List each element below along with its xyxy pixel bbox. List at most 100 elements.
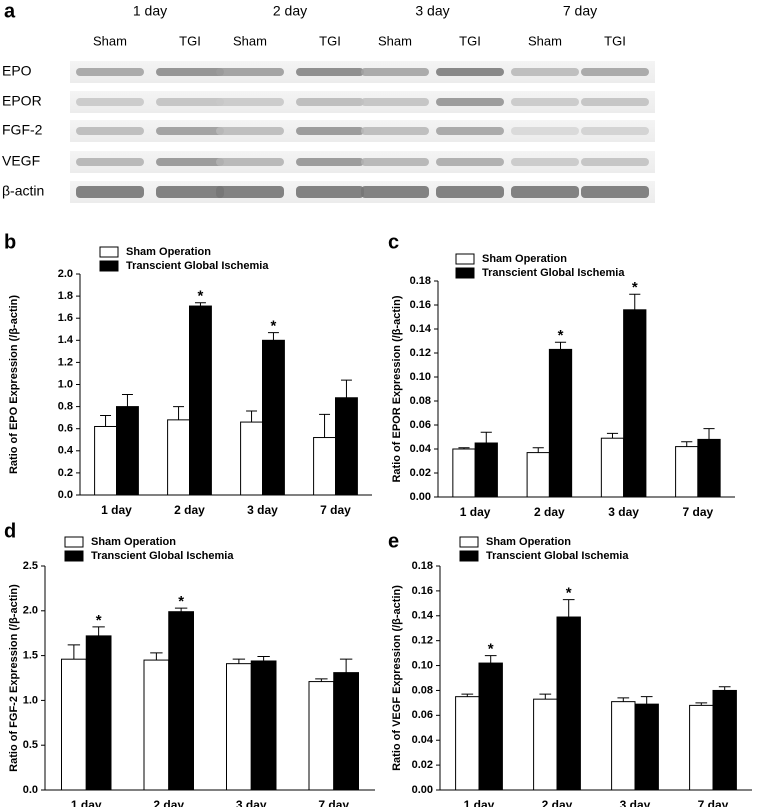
significance-label: * (632, 279, 638, 296)
band (216, 68, 284, 76)
band (361, 127, 429, 135)
error-bar (340, 379, 352, 398)
x-tick-label: 3 day (236, 798, 267, 807)
y-tick-label: 0.16 (412, 585, 433, 597)
significance-label: * (488, 641, 494, 658)
y-tick-label: 0.10 (412, 659, 433, 671)
legend-label: Transcient Global Ischemia (126, 260, 269, 272)
x-tick-label: 2 day (174, 503, 205, 517)
bar (634, 703, 659, 791)
band (511, 127, 579, 135)
bar (712, 689, 737, 791)
error-bar (339, 658, 353, 673)
band (436, 98, 504, 106)
bar (335, 397, 358, 496)
x-tick-label: 3 day (620, 798, 651, 807)
day-label: 1 day (133, 3, 167, 19)
legend-label: Transcient Global Ischemia (482, 267, 625, 279)
band (511, 68, 579, 76)
error-bar (640, 696, 653, 705)
row-label: EPO (2, 63, 32, 79)
x-tick-label: 1 day (71, 798, 102, 807)
y-tick-label: 2.0 (23, 605, 38, 617)
legend-label: Sham Operation (91, 536, 176, 548)
x-tick-label: 7 day (320, 503, 351, 517)
band (76, 98, 144, 106)
band (296, 158, 364, 166)
legend-swatch (455, 253, 475, 265)
row-label: VEGF (2, 153, 40, 169)
row-label: β-actin (2, 183, 44, 199)
x-tick-label: 1 day (101, 503, 132, 517)
y-tick-label: 1.0 (23, 694, 38, 706)
y-tick-label: 0.00 (412, 784, 433, 796)
bar (94, 425, 117, 496)
error-bar (92, 626, 105, 636)
y-tick-label: 0.16 (410, 299, 431, 311)
y-tick-label: 0.5 (23, 739, 38, 751)
y-tick-label: 0.14 (410, 323, 432, 335)
band (436, 158, 504, 166)
bar (262, 339, 285, 496)
y-tick-label: 2.0 (58, 268, 73, 280)
x-tick-label: 2 day (542, 798, 573, 807)
x-tick-label: 3 day (608, 505, 639, 519)
bar (600, 437, 625, 498)
band (436, 68, 504, 76)
legend-swatch (99, 260, 119, 272)
error-bar (484, 655, 497, 664)
legend-swatch (99, 246, 119, 258)
y-tick-label: 0.12 (410, 347, 431, 359)
band (156, 68, 224, 76)
x-tick-label: 2 day (534, 505, 565, 519)
bar (452, 448, 476, 498)
band (216, 186, 284, 198)
band (156, 127, 224, 135)
y-tick-label: 1.2 (58, 356, 73, 368)
band (511, 158, 579, 166)
band (361, 158, 429, 166)
panel-label: d (4, 520, 16, 542)
bar (697, 438, 721, 498)
band (156, 98, 224, 106)
lane-label: TGI (459, 33, 481, 48)
error-bar (174, 607, 188, 612)
error-bar (121, 393, 133, 407)
x-tick-label: 7 day (698, 798, 729, 807)
band (511, 98, 579, 106)
row-label: FGF-2 (2, 122, 43, 138)
y-tick-label: 0.8 (58, 401, 73, 413)
bar (61, 658, 87, 791)
bar (116, 406, 139, 496)
y-tick-label: 0.6 (58, 423, 73, 435)
error-bar (461, 693, 474, 697)
error-bar (458, 447, 470, 449)
legend-label: Transcient Global Ischemia (91, 550, 234, 562)
error-bar (194, 302, 206, 307)
band (156, 186, 224, 198)
day-label: 2 day (273, 3, 307, 19)
y-tick-label: 0.02 (410, 467, 431, 479)
error-bar (173, 406, 185, 420)
band (76, 127, 144, 135)
error-bar (319, 413, 331, 438)
bar (189, 305, 212, 496)
band (216, 127, 284, 135)
lane-label: Sham (528, 33, 562, 48)
bar (556, 616, 581, 791)
significance-label: * (558, 327, 564, 344)
significance-label: * (178, 593, 184, 610)
bar (240, 421, 264, 496)
y-tick-label: 1.6 (58, 312, 73, 324)
bar (143, 659, 170, 791)
error-bar (315, 678, 328, 682)
y-tick-label: 0.0 (23, 784, 38, 796)
error-bar (257, 655, 270, 661)
bar (168, 611, 194, 791)
band (156, 158, 224, 166)
error-bar (562, 599, 575, 618)
bar (85, 635, 112, 791)
error-bar (695, 702, 708, 706)
y-tick-label: 0.06 (410, 419, 431, 431)
